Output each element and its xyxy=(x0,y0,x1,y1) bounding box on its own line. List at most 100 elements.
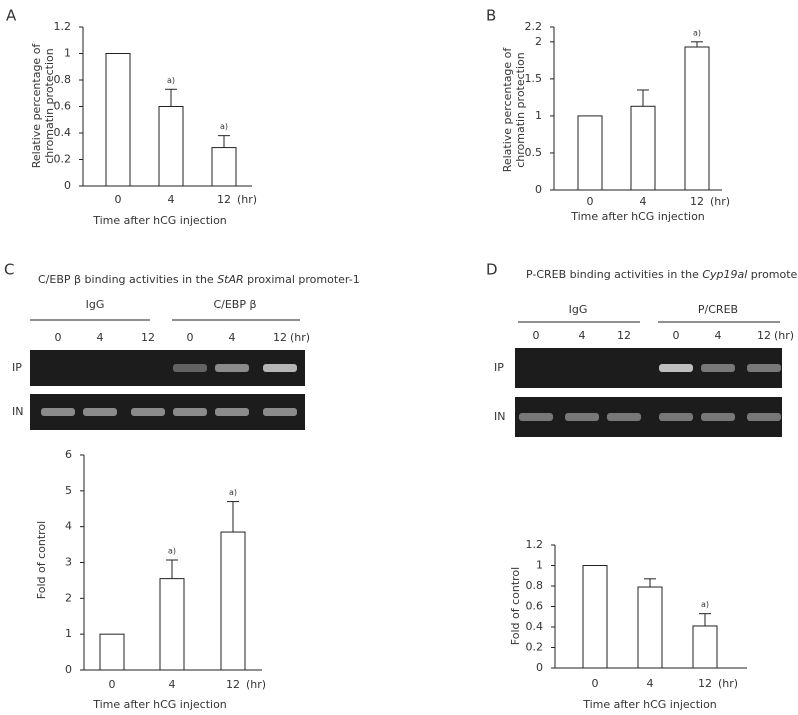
gel-band xyxy=(519,413,553,421)
bar xyxy=(220,531,246,671)
title-part: P-CREB binding activities in the xyxy=(526,268,702,281)
gel-band xyxy=(701,413,735,421)
lane-label: 4 xyxy=(715,329,722,342)
gel-band xyxy=(173,408,207,416)
group-label: IgG xyxy=(86,298,105,311)
x-tick-label: 4 xyxy=(647,677,654,690)
annotation: a) xyxy=(229,488,237,497)
y-tick-label: 0.8 xyxy=(526,579,544,592)
row-label: IP xyxy=(494,361,504,374)
y-tick-label: 0.8 xyxy=(54,73,72,86)
y-tick-label: 2.2 xyxy=(525,20,543,33)
y-tick-label: 0.2 xyxy=(526,641,544,654)
lane-label: 0 xyxy=(187,331,194,344)
lane-unit: (hr) xyxy=(774,329,794,342)
group-label: P/CREB xyxy=(698,303,738,316)
y-tick-label: 1.5 xyxy=(525,72,543,85)
gel-band xyxy=(607,413,641,421)
row-label: IP xyxy=(12,361,22,374)
annotation: a) xyxy=(693,28,701,37)
x-tick-label: 0 xyxy=(592,677,599,690)
title-part: Cyp19al xyxy=(702,268,747,281)
y-tick-label: 2 xyxy=(65,591,72,604)
y-axis-label: chromatin protection xyxy=(43,48,56,164)
x-tick-label: 0 xyxy=(587,195,594,208)
title-part: promoter xyxy=(747,268,798,281)
lane-label: 0 xyxy=(533,329,540,342)
gel-band xyxy=(659,364,693,372)
lane-label: 12 xyxy=(617,329,631,342)
lane-label: 4 xyxy=(579,329,586,342)
y-tick-label: 0.6 xyxy=(526,600,544,613)
panel-letter: B xyxy=(486,7,496,25)
gel-image xyxy=(515,348,782,388)
x-tick-label: 0 xyxy=(115,193,122,206)
y-tick-label: 0.6 xyxy=(54,100,72,113)
group-label: C/EBP β xyxy=(213,298,256,311)
row-label: IN xyxy=(494,410,505,423)
y-axis-label: Fold of control xyxy=(35,521,48,599)
bar xyxy=(158,106,184,187)
lane-label: 0 xyxy=(673,329,680,342)
y-axis-label: chromatin protection xyxy=(514,52,527,168)
lane-label: 12 xyxy=(273,331,287,344)
gel-band xyxy=(701,364,735,372)
title-part: proximal promoter-1 xyxy=(244,273,360,286)
x-tick-label: 12 xyxy=(690,195,704,208)
title-part: C/EBP β binding activities in the xyxy=(38,273,217,286)
y-tick-label: 0.2 xyxy=(54,153,72,166)
y-axis-label: Relative percentage of xyxy=(501,47,514,173)
y-tick-label: 1 xyxy=(535,109,542,122)
gel-title: C/EBP β binding activities in the StAR p… xyxy=(38,273,360,286)
x-tick-label: 4 xyxy=(640,195,647,208)
gel-band xyxy=(83,408,117,416)
group-label: IgG xyxy=(569,303,588,316)
gel-band xyxy=(263,364,297,372)
y-tick-label: 5 xyxy=(65,484,72,497)
panel-letter: D xyxy=(486,261,498,279)
x-tick-label: 12 xyxy=(226,678,240,691)
y-axis-label: Fold of control xyxy=(509,567,522,645)
y-tick-label: 0 xyxy=(535,183,542,196)
y-tick-label: 4 xyxy=(65,520,72,533)
bar xyxy=(637,586,663,669)
gel-image xyxy=(515,397,782,437)
bar xyxy=(684,46,710,191)
y-tick-label: 1 xyxy=(65,627,72,640)
bar xyxy=(211,147,237,187)
gel-band xyxy=(565,413,599,421)
y-tick-label: 0.4 xyxy=(526,620,544,633)
y-tick-label: 0 xyxy=(536,661,543,674)
gel-image xyxy=(30,394,305,430)
gel-band xyxy=(215,364,249,372)
annotation: a) xyxy=(168,546,176,555)
row-label: IN xyxy=(12,405,23,418)
x-unit: (hr) xyxy=(237,193,257,206)
gel-band xyxy=(747,364,781,372)
x-unit: (hr) xyxy=(710,195,730,208)
x-tick-label: 0 xyxy=(109,678,116,691)
x-tick-label: 12 xyxy=(698,677,712,690)
bar xyxy=(105,53,131,187)
lane-label: 12 xyxy=(141,331,155,344)
y-axis-label: Relative percentage of xyxy=(30,43,43,169)
y-tick-label: 6 xyxy=(65,448,72,461)
gel-band xyxy=(215,408,249,416)
y-tick-label: 3 xyxy=(65,556,72,569)
gel-band xyxy=(41,408,75,416)
y-tick-label: 1 xyxy=(536,559,543,572)
x-unit: (hr) xyxy=(246,678,266,691)
gel-band xyxy=(173,364,207,372)
y-tick-label: 2 xyxy=(535,35,542,48)
gel-band xyxy=(131,408,165,416)
bar xyxy=(159,578,185,671)
gel-image xyxy=(30,350,305,386)
lane-label: 4 xyxy=(97,331,104,344)
x-axis-label: Time after hCG injection xyxy=(92,698,227,711)
title-part: StAR xyxy=(217,273,243,286)
y-tick-label: 0.4 xyxy=(54,126,72,139)
lane-label: 4 xyxy=(229,331,236,344)
x-tick-label: 4 xyxy=(168,193,175,206)
x-unit: (hr) xyxy=(718,677,738,690)
